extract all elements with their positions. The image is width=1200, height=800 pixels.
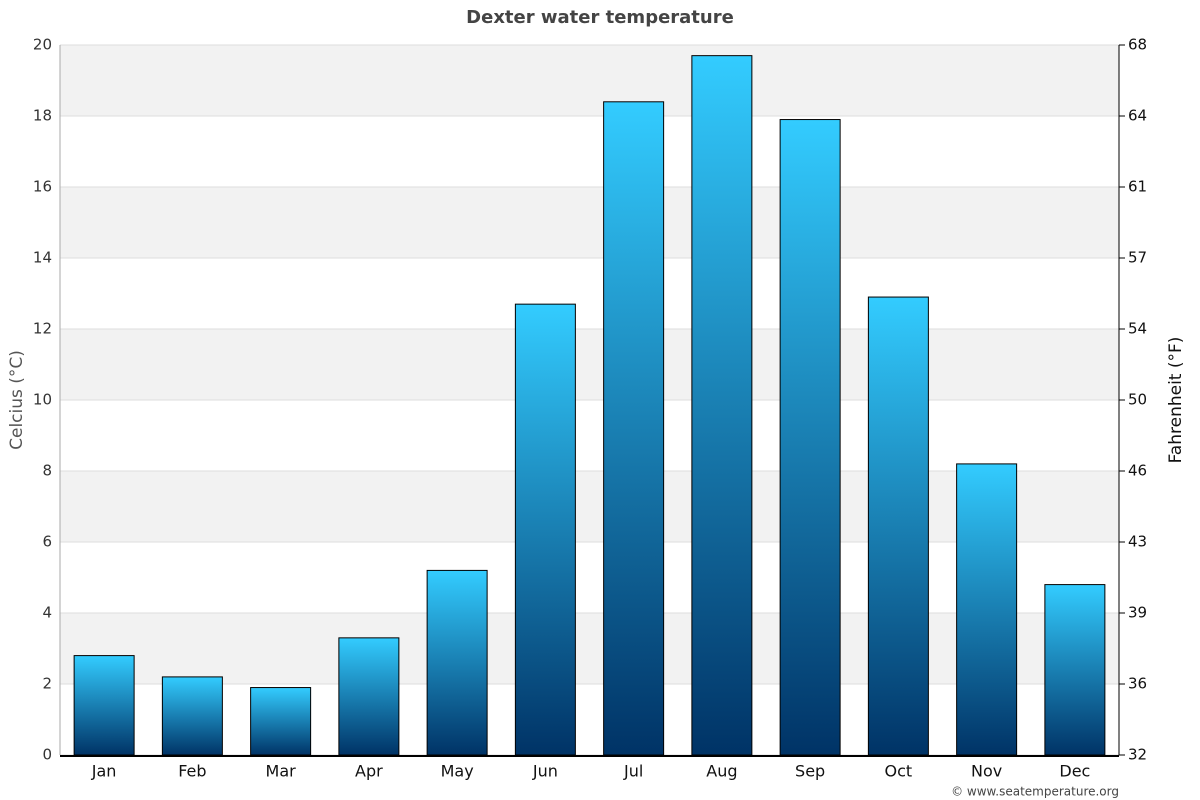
- y2-tick-label: 46: [1128, 462, 1147, 480]
- grid-band: [60, 471, 1119, 542]
- credit: © www.seatemperature.org: [951, 785, 1119, 799]
- bar: [250, 687, 312, 756]
- bar: [1044, 584, 1106, 756]
- x-tick-label: May: [441, 762, 474, 781]
- bar: [867, 296, 929, 756]
- plot-background: [60, 45, 1119, 684]
- grid-band: [60, 45, 1119, 116]
- grid-band: [60, 187, 1119, 258]
- bar: [426, 569, 488, 756]
- x-tick-label: Jun: [532, 762, 558, 781]
- y-tick-label: 10: [33, 391, 52, 409]
- bar: [956, 463, 1018, 756]
- y2-tick-label: 50: [1128, 391, 1147, 409]
- y-tick-label: 0: [42, 746, 52, 764]
- y2-tick-label: 32: [1128, 746, 1147, 764]
- y2-tick-label: 36: [1128, 675, 1147, 693]
- x-tick-label: Jan: [91, 762, 117, 781]
- x-tick-label: Feb: [178, 762, 206, 781]
- x-tick-label: Dec: [1059, 762, 1090, 781]
- x-tick-label: Aug: [706, 762, 737, 781]
- x-tick-label: Oct: [885, 762, 913, 781]
- bar: [779, 119, 841, 756]
- bar: [161, 676, 223, 756]
- y-tick-label: 18: [33, 107, 52, 125]
- y2-tick-label: 68: [1128, 36, 1147, 54]
- y-axis-label: Celcius (°C): [7, 350, 27, 450]
- bar: [691, 55, 753, 756]
- x-tick-label: Mar: [266, 762, 297, 781]
- y-tick-label: 4: [42, 604, 52, 622]
- y-tick-label: 8: [42, 462, 52, 480]
- grid-band: [60, 329, 1119, 400]
- y2-tick-label: 64: [1128, 107, 1147, 125]
- y2-tick-label: 57: [1128, 249, 1147, 267]
- y-tick-label: 16: [33, 178, 52, 196]
- y-tick-label: 12: [33, 320, 52, 338]
- chart-title: Dexter water temperature: [466, 7, 734, 28]
- bar: [603, 101, 665, 756]
- y-tick-label: 14: [33, 249, 52, 267]
- bar: [73, 655, 135, 756]
- bar: [338, 637, 400, 756]
- x-tick-label: Sep: [795, 762, 825, 781]
- x-tick-label: Nov: [971, 762, 1002, 781]
- y2-tick-label: 43: [1128, 533, 1147, 551]
- x-tick-label: Apr: [355, 762, 383, 781]
- y-tick-label: 20: [33, 36, 52, 54]
- y-tick-label: 2: [42, 675, 52, 693]
- x-tick-label: Jul: [623, 762, 643, 781]
- y2-tick-label: 61: [1128, 178, 1147, 196]
- y2-axis-label: Fahrenheit (°F): [1166, 337, 1186, 464]
- y-tick-label: 6: [42, 533, 52, 551]
- bar: [514, 303, 576, 756]
- y2-tick-label: 54: [1128, 320, 1147, 338]
- grid-band: [60, 613, 1119, 684]
- y2-tick-label: 39: [1128, 604, 1147, 622]
